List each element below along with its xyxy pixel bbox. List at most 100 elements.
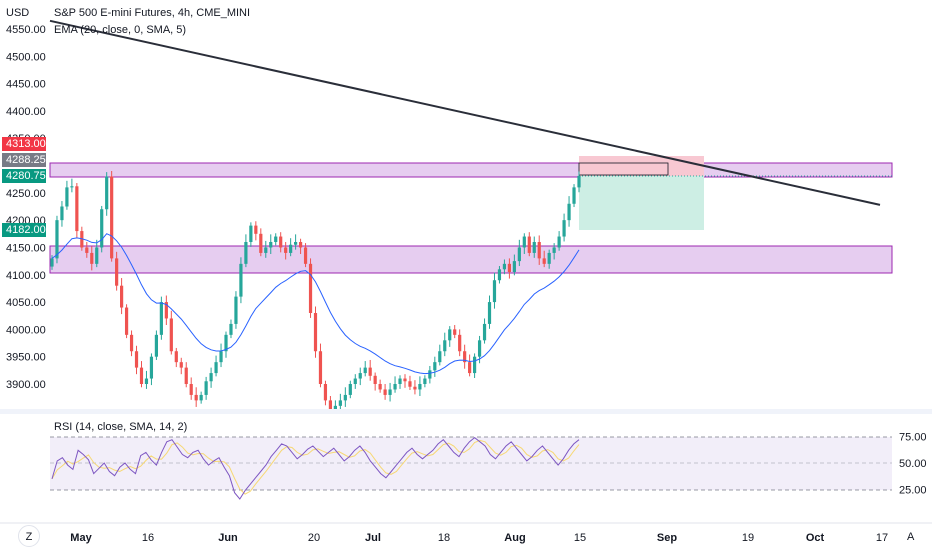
candle-body[interactable] <box>249 225 253 242</box>
candle-body[interactable] <box>100 209 104 248</box>
candle-body[interactable] <box>522 236 526 248</box>
candle-body[interactable] <box>60 206 64 221</box>
target-area[interactable] <box>579 176 704 230</box>
candle-body[interactable] <box>65 187 69 207</box>
candle-body[interactable] <box>403 378 407 382</box>
candle-body[interactable] <box>194 394 198 401</box>
candle-body[interactable] <box>115 258 119 286</box>
candle-body[interactable] <box>333 405 337 409</box>
candle-body[interactable] <box>75 186 79 232</box>
price-pane[interactable] <box>49 19 893 409</box>
candle-body[interactable] <box>547 252 551 264</box>
go-to-date-button[interactable]: Z <box>18 525 40 547</box>
candle-body[interactable] <box>577 175 581 188</box>
candle-body[interactable] <box>532 242 536 253</box>
time-axis[interactable]: May 16 Jun 20 Jul 18 Aug 15 Sep 19 Oct 17 <box>70 532 888 544</box>
candle-body[interactable] <box>254 225 258 234</box>
candle-body[interactable] <box>174 351 178 363</box>
candle-body[interactable] <box>438 351 442 363</box>
candle-body[interactable] <box>189 384 193 395</box>
candle-body[interactable] <box>279 236 283 248</box>
candle-body[interactable] <box>542 258 546 264</box>
candle-body[interactable] <box>527 236 531 253</box>
candle-body[interactable] <box>274 236 278 242</box>
candle-body[interactable] <box>95 247 99 264</box>
candle-body[interactable] <box>353 378 357 384</box>
candle-body[interactable] <box>512 261 516 273</box>
candle-body[interactable] <box>413 386 417 390</box>
candle-body[interactable] <box>453 329 457 335</box>
candle-body[interactable] <box>219 351 223 363</box>
candle-body[interactable] <box>368 367 372 376</box>
rsi-axis[interactable]: 75.00 50.00 25.00 <box>899 432 927 497</box>
rsi-line[interactable] <box>51 436 580 500</box>
candles[interactable] <box>50 171 581 409</box>
candle-body[interactable] <box>572 187 576 204</box>
candle-body[interactable] <box>154 334 159 357</box>
candle-body[interactable] <box>517 247 521 262</box>
candle-body[interactable] <box>537 242 541 259</box>
price-axis[interactable]: 4550.004500.004450.004400.004350.004250.… <box>6 24 46 391</box>
candle-body[interactable] <box>458 334 462 352</box>
pane-separator[interactable] <box>0 409 932 414</box>
candle-body[interactable] <box>159 302 163 335</box>
candle-body[interactable] <box>169 318 173 352</box>
candle-body[interactable] <box>472 356 477 374</box>
candle-body[interactable] <box>348 384 352 395</box>
candle-body[interactable] <box>423 378 427 384</box>
candle-body[interactable] <box>378 384 382 390</box>
candle-body[interactable] <box>55 220 59 259</box>
candle-body[interactable] <box>139 367 144 384</box>
candle-body[interactable] <box>363 367 367 374</box>
candle-body[interactable] <box>134 351 139 368</box>
candle-body[interactable] <box>323 384 328 401</box>
candle-body[interactable] <box>184 367 188 384</box>
candle-body[interactable] <box>477 340 482 357</box>
candle-body[interactable] <box>234 296 238 324</box>
candle-body[interactable] <box>487 302 492 324</box>
trend-line[interactable] <box>49 19 881 206</box>
candle-body[interactable] <box>507 263 511 273</box>
symbol-title[interactable]: S&P 500 E-mini Futures, 4h, CME_MINI <box>54 7 251 19</box>
candle-body[interactable] <box>204 381 208 395</box>
resistance-zone[interactable] <box>49 162 893 178</box>
candle-body[interactable] <box>244 242 248 264</box>
candle-body[interactable] <box>214 362 218 374</box>
support-zone[interactable] <box>49 245 893 274</box>
candle-body[interactable] <box>294 242 298 245</box>
candle-body[interactable] <box>497 269 502 281</box>
candle-body[interactable] <box>318 351 323 384</box>
rsi-ma-line[interactable] <box>51 439 580 495</box>
rsi-legend[interactable]: RSI (14, close, SMA, 14, 2) <box>54 421 188 433</box>
candle-body[interactable] <box>308 263 313 313</box>
candle-body[interactable] <box>179 362 183 368</box>
candle-body[interactable] <box>463 351 467 363</box>
candle-body[interactable] <box>428 370 432 379</box>
candle-body[interactable] <box>50 258 54 267</box>
candle-body[interactable] <box>264 247 268 253</box>
candle-body[interactable] <box>85 247 89 253</box>
candle-body[interactable] <box>313 313 318 352</box>
candle-body[interactable] <box>343 394 347 401</box>
ema-line[interactable] <box>51 233 580 375</box>
auto-scale-button[interactable]: A <box>907 531 915 543</box>
candle-body[interactable] <box>482 323 487 341</box>
candle-body[interactable] <box>110 176 114 259</box>
candle-body[interactable] <box>373 375 377 384</box>
candle-body[interactable] <box>398 378 402 384</box>
candle-body[interactable] <box>90 252 94 264</box>
candle-body[interactable] <box>298 242 303 248</box>
candle-body[interactable] <box>393 384 397 390</box>
candle-body[interactable] <box>120 285 124 308</box>
candle-body[interactable] <box>259 233 263 253</box>
candle-body[interactable] <box>557 236 561 248</box>
candle-body[interactable] <box>448 329 452 341</box>
stop-area[interactable] <box>579 156 704 176</box>
candle-body[interactable] <box>289 244 293 253</box>
candle-body[interactable] <box>303 247 308 264</box>
candle-body[interactable] <box>164 302 168 319</box>
candle-body[interactable] <box>502 263 507 270</box>
candle-body[interactable] <box>552 247 556 253</box>
candle-body[interactable] <box>144 378 149 384</box>
